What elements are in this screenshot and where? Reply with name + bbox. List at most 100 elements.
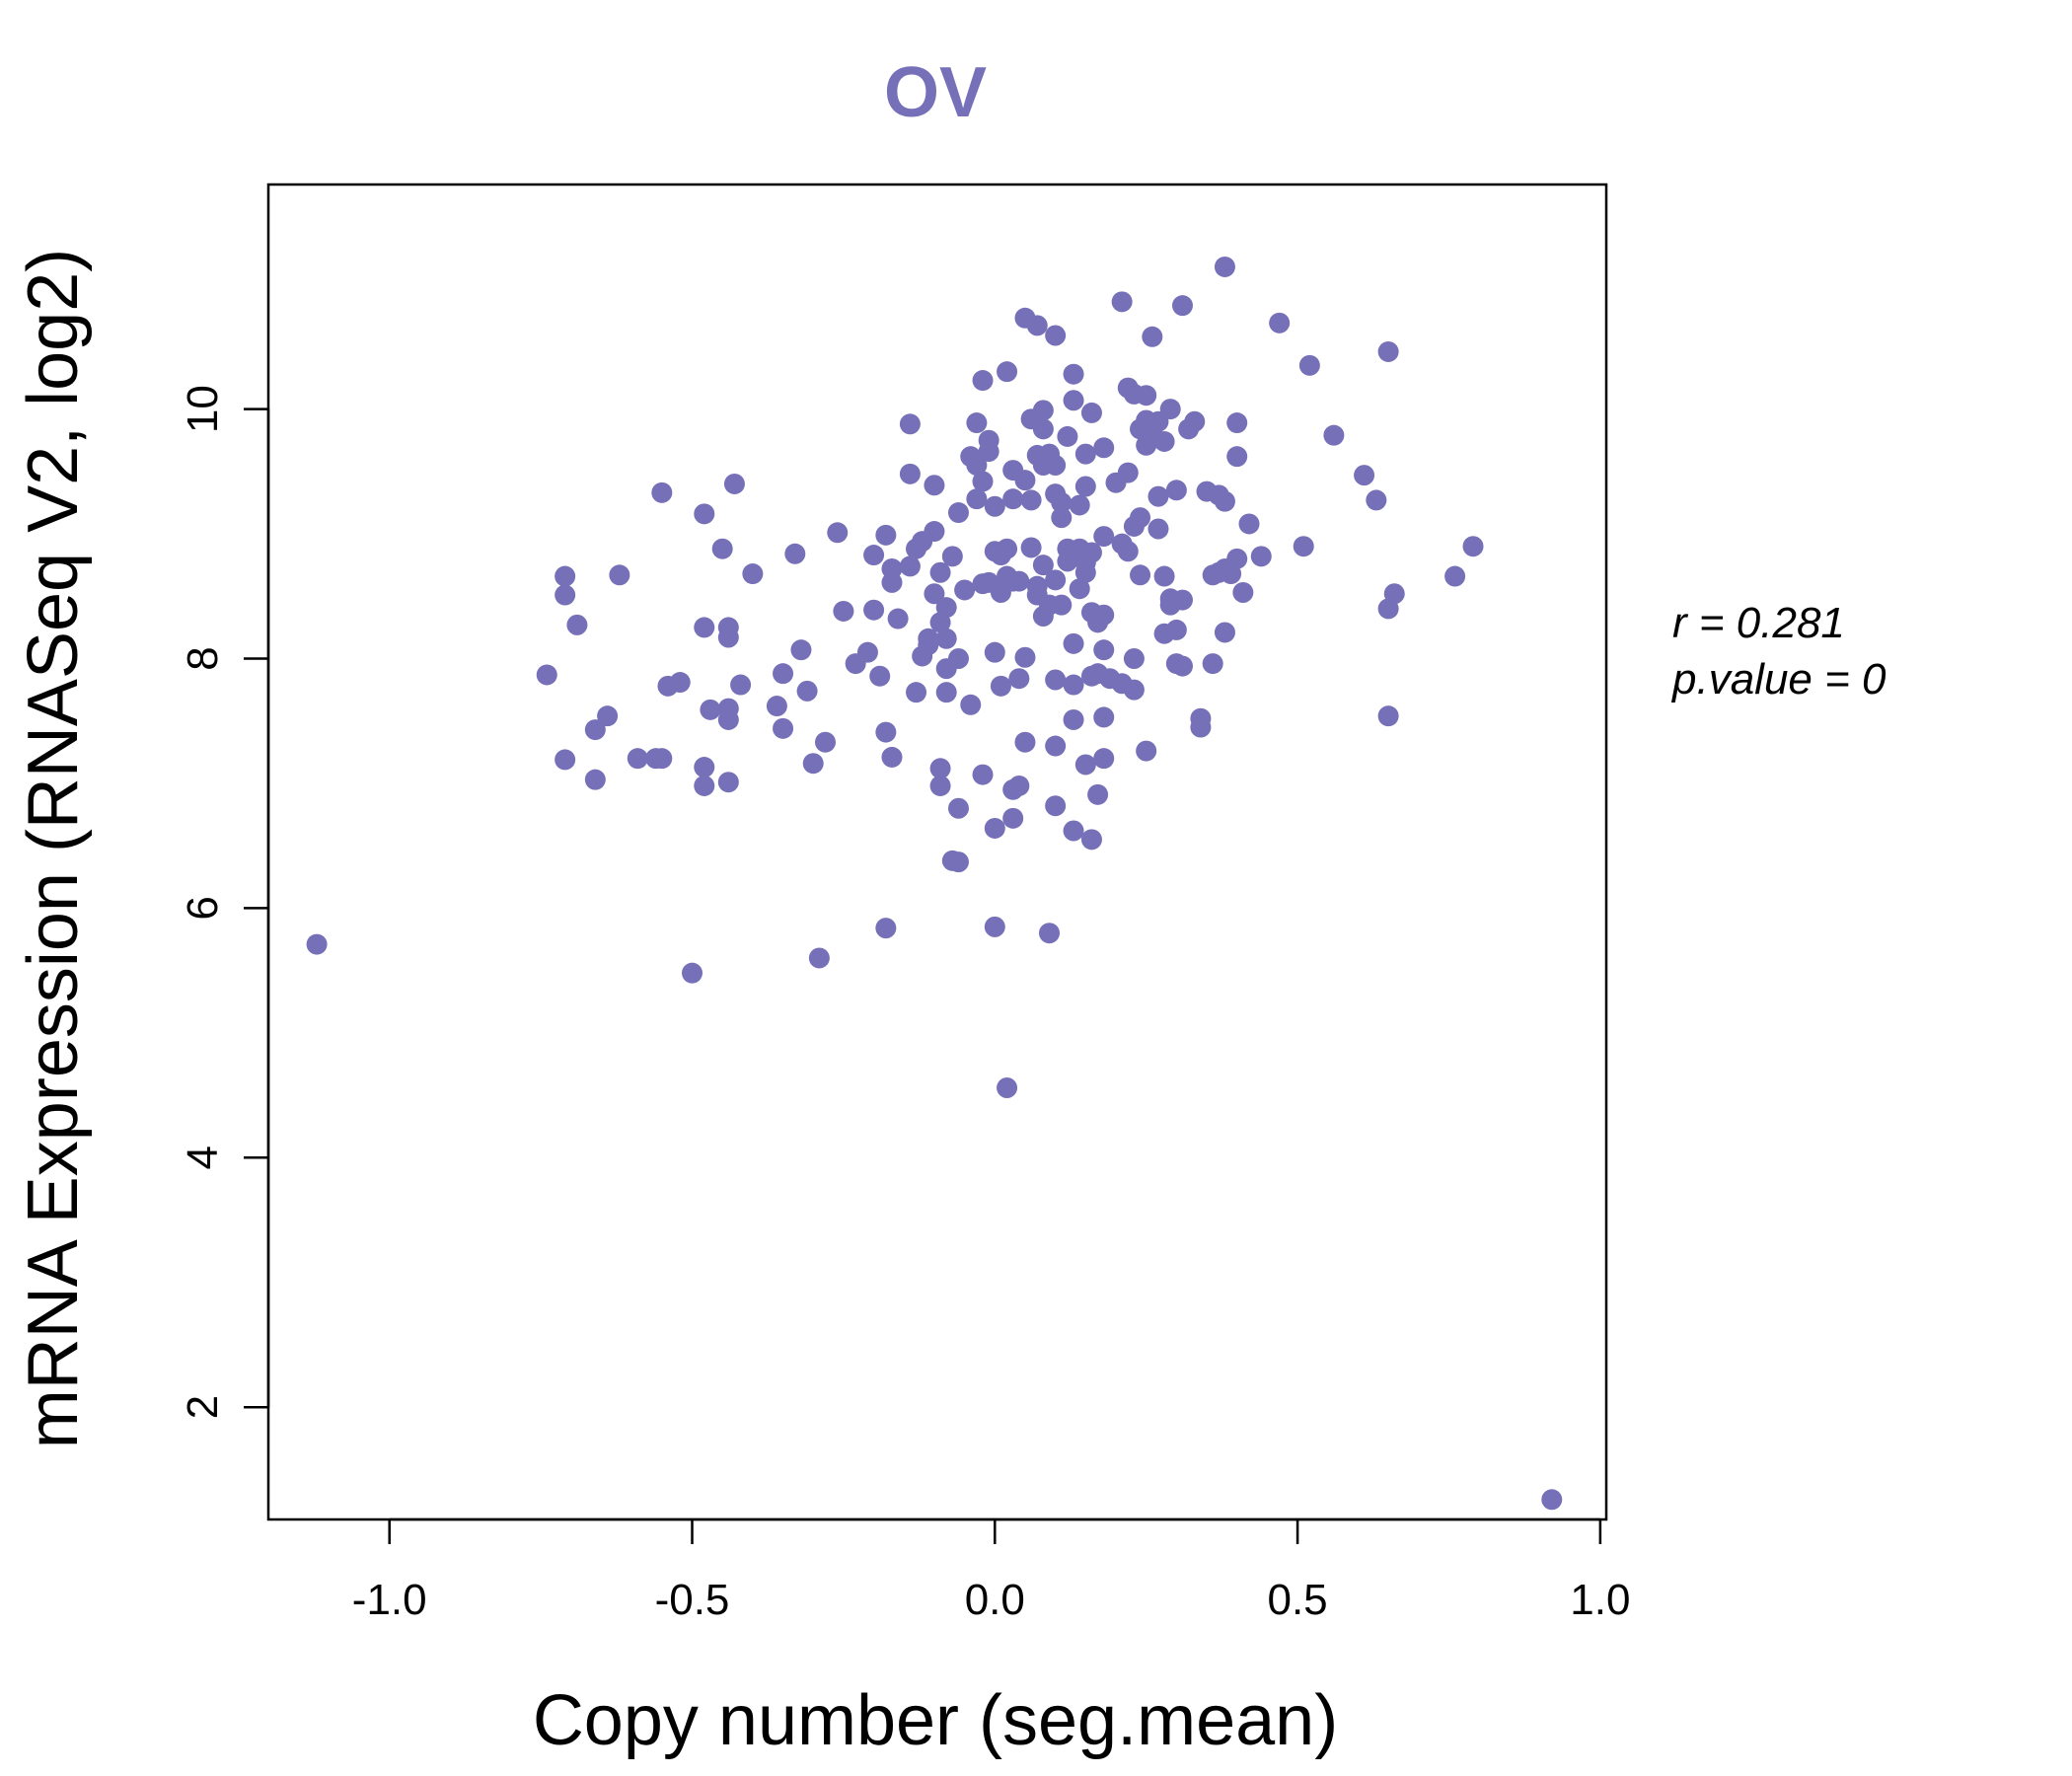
data-point	[881, 746, 903, 768]
x-tick-label: 1.0	[1570, 1576, 1630, 1624]
data-point	[1142, 326, 1163, 347]
data-point	[1026, 575, 1048, 597]
data-point	[990, 675, 1011, 697]
data-point	[972, 764, 994, 785]
data-point	[929, 758, 951, 779]
data-point	[1377, 340, 1399, 362]
data-point	[1002, 488, 1024, 510]
data-point	[1293, 536, 1314, 557]
data-point	[869, 665, 891, 687]
data-point	[790, 639, 812, 661]
data-point	[935, 682, 957, 703]
data-point	[1202, 653, 1223, 675]
data-point	[1171, 655, 1193, 677]
data-point	[1117, 541, 1139, 562]
p-value-label: p.value = 0	[1670, 655, 1887, 703]
y-tick-label: 4	[179, 1146, 227, 1169]
data-point	[694, 617, 715, 638]
data-point	[1226, 412, 1248, 434]
data-point	[947, 648, 969, 670]
data-point	[863, 599, 885, 621]
data-point	[1214, 256, 1235, 277]
y-tick-label: 10	[179, 385, 227, 433]
data-point	[966, 488, 988, 510]
data-point	[773, 717, 794, 739]
data-point	[875, 524, 897, 546]
data-point	[1014, 731, 1036, 753]
data-point	[1080, 829, 1102, 851]
chart-title: OV	[884, 53, 987, 132]
data-point	[1063, 708, 1084, 730]
data-point	[1123, 648, 1145, 670]
data-point	[1057, 425, 1078, 447]
data-point	[1063, 674, 1084, 696]
data-point	[1080, 402, 1102, 423]
data-point	[1323, 424, 1345, 446]
data-point	[1074, 476, 1096, 497]
data-point	[1462, 536, 1484, 557]
data-point	[1250, 546, 1272, 567]
data-point	[1123, 679, 1145, 701]
data-point	[1159, 399, 1181, 420]
data-point	[1366, 489, 1387, 511]
data-point	[651, 748, 673, 770]
data-point	[863, 545, 885, 566]
points-layer	[306, 256, 1563, 1511]
x-tick-label: -1.0	[352, 1576, 427, 1624]
x-axis: -1.0 -0.5 0.0 0.5 1.0	[352, 1517, 1630, 1624]
data-point	[1232, 581, 1254, 603]
data-point	[1093, 437, 1115, 459]
data-point	[1045, 455, 1067, 477]
data-point	[899, 463, 921, 484]
data-point	[555, 584, 576, 606]
data-point	[924, 583, 945, 605]
plot-frame	[266, 183, 1608, 1521]
data-point	[1354, 465, 1375, 486]
data-point	[899, 413, 921, 435]
data-point	[1147, 518, 1169, 540]
data-point	[1008, 775, 1030, 796]
data-point	[1153, 565, 1175, 587]
data-point	[1136, 385, 1157, 407]
data-point	[1087, 783, 1109, 805]
data-point	[827, 522, 849, 544]
data-point	[935, 597, 957, 619]
y-tick-label: 6	[179, 896, 227, 920]
data-point	[814, 731, 836, 753]
data-point	[1093, 604, 1115, 626]
data-point	[1147, 485, 1169, 507]
data-point	[717, 772, 739, 793]
data-point	[1383, 583, 1405, 605]
data-point	[972, 370, 994, 392]
data-point	[918, 628, 939, 649]
data-point	[1093, 526, 1115, 548]
data-point	[802, 753, 824, 775]
data-point	[651, 481, 673, 503]
data-point	[966, 412, 988, 434]
data-point	[947, 851, 969, 873]
data-point	[1074, 754, 1096, 776]
data-point	[1171, 295, 1193, 317]
data-point	[972, 471, 994, 492]
data-point	[1032, 555, 1054, 576]
data-point	[1093, 639, 1115, 661]
data-point	[1171, 589, 1193, 611]
data-point	[947, 502, 969, 524]
data-point	[1063, 632, 1084, 654]
data-point	[1165, 619, 1187, 640]
data-point	[584, 769, 606, 790]
data-point	[1214, 490, 1235, 512]
x-tick-label: 0.5	[1267, 1576, 1327, 1624]
data-point	[1026, 315, 1048, 336]
data-point	[1117, 462, 1139, 483]
data-point	[1093, 706, 1115, 728]
data-point	[796, 680, 818, 702]
data-point	[1045, 795, 1067, 817]
data-point	[1165, 480, 1187, 501]
data-point	[856, 641, 878, 663]
data-point	[700, 699, 721, 720]
data-point	[1269, 312, 1291, 333]
data-point	[1130, 564, 1151, 586]
data-point	[929, 561, 951, 583]
